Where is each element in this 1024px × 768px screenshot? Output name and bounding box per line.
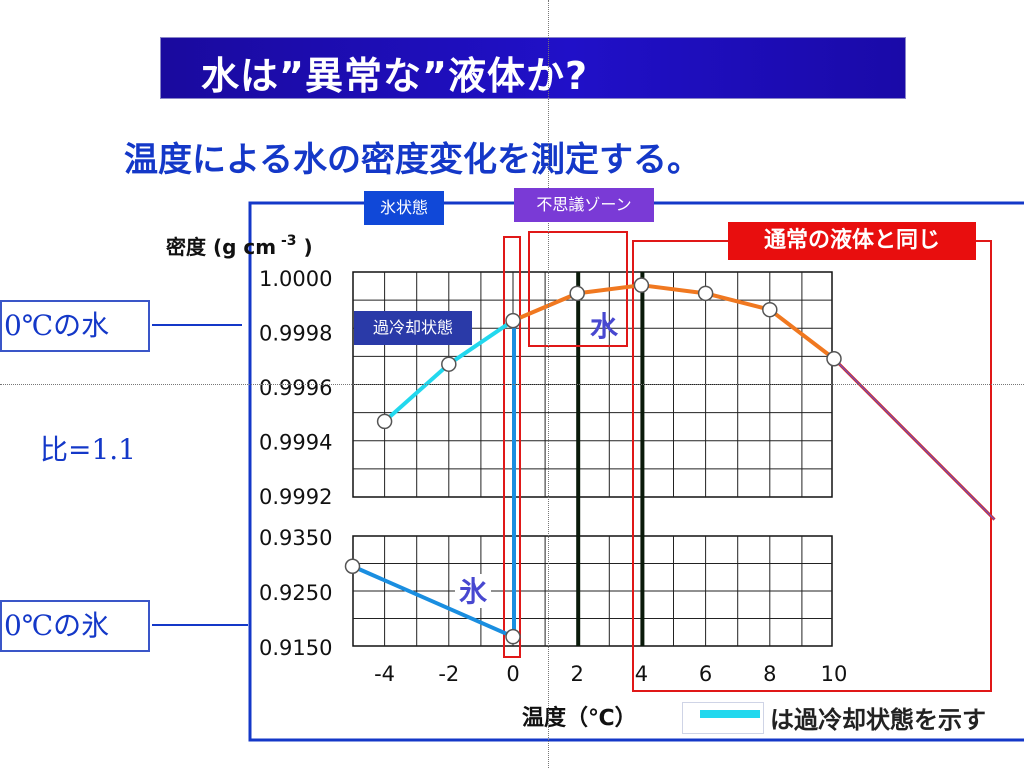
lower-y-tick-label: 0.9150 [259,636,332,660]
upper-y-tick-label: 1.0000 [259,267,332,291]
ice-0c-label: 0℃の氷 [0,600,150,652]
data-point-ice [505,628,521,645]
normal-liquid-tag: 通常の液体と同じ [728,222,976,260]
horizontal-guide-line [0,384,1024,385]
slide-title: 水は”異常な”液体か? [201,54,588,98]
lower-y-tick-label: 0.9250 [259,581,332,605]
water-0c-label: 0℃の水 [0,300,150,352]
data-point-supercooled_water [376,413,393,430]
supercooled-tag: 過冷却状態 [354,311,472,345]
data-point-ice [344,558,361,574]
legend-supercooled-swatch [700,710,760,718]
upper-y-tick-label: 0.9994 [259,431,332,455]
x-tick-label: -2 [438,662,459,686]
ice-label-background [455,574,491,608]
series-line-ice [351,564,514,639]
series-line-water_extrapolated-inner [833,358,995,520]
legend-swatch-box [682,702,764,734]
x-tick-label: 2 [571,662,584,686]
x-tick-label: 10 [821,662,848,686]
x-axis-label: 温度（℃） [522,705,637,731]
x-tick-label: 8 [763,662,776,686]
title-bar: 水は”異常な”液体か? [160,37,906,99]
ice-state-tag: 氷状態 [364,191,444,225]
upper-y-tick-label: 0.9992 [259,485,332,509]
x-tick-label: 6 [699,662,712,686]
data-point-water [762,301,778,318]
x-tick-label: -4 [374,662,395,686]
x-tick-label: 4 [635,662,648,686]
series-line-water [512,283,836,361]
data-point-supercooled_water [505,312,521,329]
ice-phase-label: 氷 [459,575,488,608]
ice-0c-connector [152,624,248,626]
data-point-water [826,351,842,367]
data-point-water [697,285,714,302]
data-point-water [569,285,585,302]
x-tick-label: 0 [506,662,519,686]
lower-y-tick-label: 0.9350 [259,526,332,550]
data-point-water [633,277,650,293]
legend-note: は過冷却状態を示す [770,706,986,734]
water-phase-label: 水 [590,310,619,343]
zero-degree-zone-box [503,236,521,658]
data-point-supercooled_water [441,356,457,372]
slide-subtitle: 温度による水の密度変化を測定する。 [124,140,701,180]
normal-liquid-zone-box [632,240,992,692]
upper-y-tick-label: 0.9996 [259,376,332,400]
upper-y-tick-label: 0.9998 [259,322,332,346]
y-axis-label: 密度 (g cm -3 ) [166,233,313,259]
water-0c-connector [152,324,242,326]
mystery-zone-tag: 不思議ゾーン [514,188,654,222]
ratio-label: 比=1.1 [40,433,136,466]
